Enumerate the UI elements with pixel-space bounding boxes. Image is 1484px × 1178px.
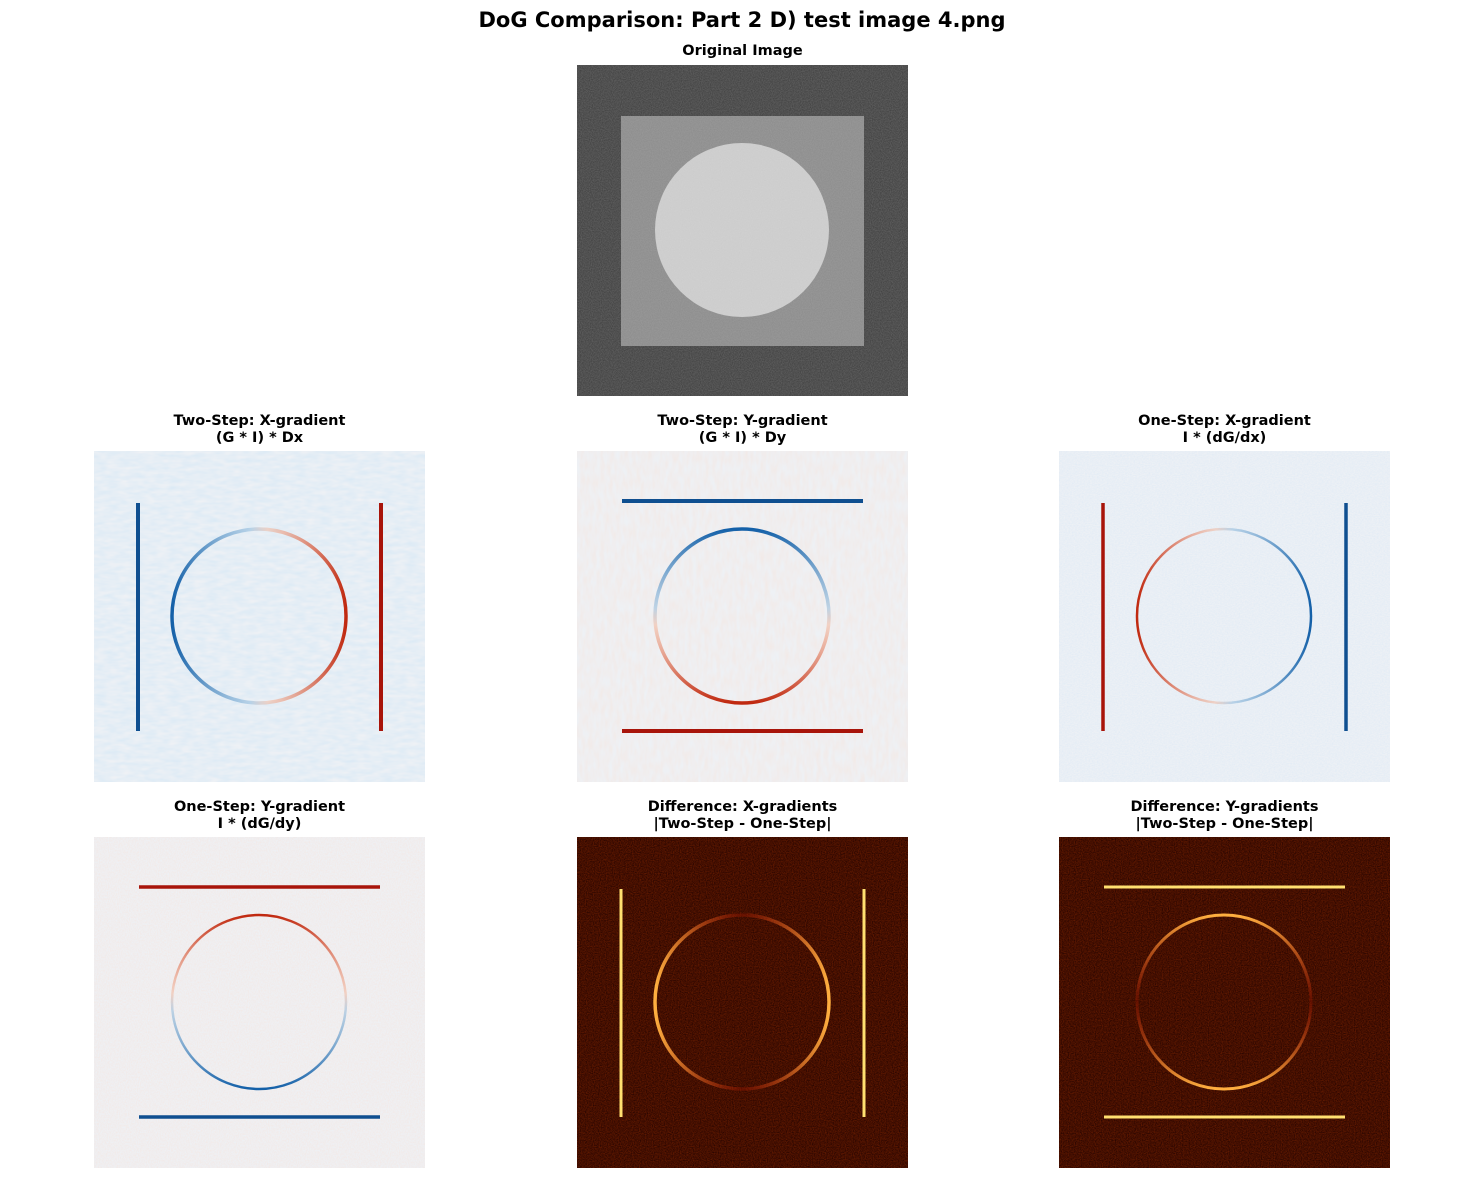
- image-one-step-y-gradient: [94, 837, 425, 1168]
- panel-title-line: I * (dG/dx): [1182, 430, 1267, 446]
- panel-title-diff-x: Difference: X-gradients |Two-Step - One-…: [577, 799, 908, 833]
- image-difference-x-gradients: [577, 837, 908, 1168]
- disk-edge: [170, 527, 348, 705]
- disk-edge: [1135, 913, 1313, 1091]
- image-one-step-x-gradient: [1059, 451, 1390, 782]
- disk-edge: [653, 913, 831, 1091]
- panel-title-line: |Two-Step - One-Step|: [1135, 816, 1314, 832]
- image-original: [577, 65, 908, 396]
- disk-edge: [653, 527, 831, 705]
- panel-title-one-step-x: One-Step: X-gradient I * (dG/dx): [1059, 413, 1390, 447]
- image-two-step-x-gradient: [94, 451, 425, 782]
- panel-title-two-step-x: Two-Step: X-gradient (G * I) * Dx: [94, 413, 425, 447]
- image-two-step-y-gradient: [577, 451, 908, 782]
- panel-title-one-step-y: One-Step: Y-gradient I * (dG/dy): [94, 799, 425, 833]
- panel-title-line: (G * I) * Dy: [698, 430, 787, 446]
- panel-title-line: Two-Step: X-gradient: [173, 413, 346, 429]
- panel-title-line: (G * I) * Dx: [215, 430, 304, 446]
- panel-title-line: Two-Step: Y-gradient: [657, 413, 828, 429]
- panel-title-line: Original Image: [682, 43, 803, 59]
- image-difference-y-gradients: [1059, 837, 1390, 1168]
- panel-title-line: Difference: Y-gradients: [1130, 799, 1319, 815]
- figure-title: DoG Comparison: Part 2 D) test image 4.p…: [478, 8, 1006, 32]
- panel-title-original: Original Image: [577, 43, 908, 60]
- panel-title-two-step-y: Two-Step: Y-gradient (G * I) * Dy: [577, 413, 908, 447]
- panel-title-line: Difference: X-gradients: [647, 799, 838, 815]
- panel-title-line: |Two-Step - One-Step|: [653, 816, 832, 832]
- disk-edge: [170, 913, 348, 1091]
- panel-title-line: One-Step: X-gradient: [1138, 413, 1311, 429]
- panel-title-diff-y: Difference: Y-gradients |Two-Step - One-…: [1059, 799, 1390, 833]
- panel-title-line: One-Step: Y-gradient: [173, 799, 346, 815]
- panel-title-line: I * (dG/dy): [217, 816, 302, 832]
- disk-edge: [1135, 527, 1313, 705]
